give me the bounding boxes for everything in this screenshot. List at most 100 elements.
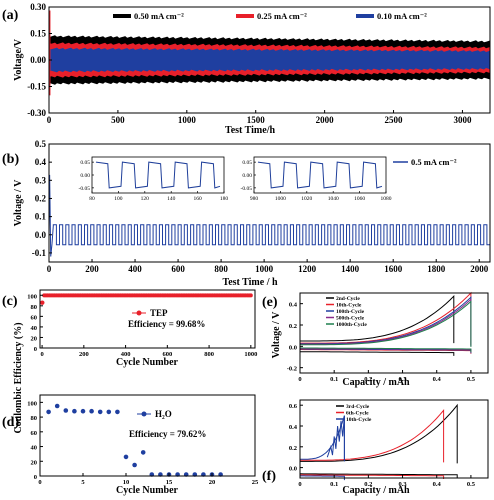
legend-label-1: 0.25 mA cm⁻² — [257, 11, 307, 21]
x-tick-label: 0.2 — [364, 481, 372, 488]
y-tick-label: 100 — [27, 400, 37, 407]
y-tick-label: 0.0 — [289, 344, 297, 351]
y-tick-label: 0.2 — [289, 445, 297, 452]
x-tick-label: 25 — [252, 479, 259, 486]
y-tick-label: -0.1 — [32, 248, 47, 258]
data-point — [248, 293, 253, 298]
x-tick-label: 1000 — [255, 264, 274, 274]
charge-curve-1 — [300, 291, 472, 346]
x-tick-label: 1600 — [384, 264, 403, 274]
x-tick-label: 0 — [47, 115, 52, 125]
charge-curve-0 — [300, 294, 455, 344]
panel-b-xlabel: Test Time / h — [222, 277, 278, 288]
legend-label: TEP — [150, 308, 168, 318]
data-point — [72, 408, 77, 414]
x-tick-label: 600 — [162, 351, 172, 358]
panel-b-frame — [48, 143, 491, 263]
charge-curve-0 — [300, 403, 458, 464]
y-tick-label: 0 — [34, 346, 37, 353]
charge-curve-4 — [300, 300, 472, 347]
y-tick-label: 0.0 — [35, 230, 47, 240]
y-tick-label: 0.30 — [30, 2, 46, 12]
inset-x-tick-label: 100 — [114, 196, 123, 202]
y-tick-label: 0.5 — [35, 139, 47, 149]
y-tick-label: 40 — [31, 445, 38, 452]
legend-label-1: 10th-Cycle — [336, 303, 362, 309]
data-point — [123, 454, 129, 460]
y-tick-label: 0.3 — [35, 175, 47, 185]
y-tick-label: 0.1 — [35, 212, 47, 222]
discharge-curve-0 — [300, 351, 455, 356]
y-tick-label: 0.2 — [289, 323, 297, 330]
panel-e-frame — [299, 292, 489, 374]
legend-label-0: 2nd-Cycle — [336, 296, 360, 302]
panel-a-chart: 0 500 1000 1500 2000 2500 3000 -0.30 -0.15 0.00 0.… — [13, 2, 491, 136]
series-line — [49, 174, 490, 257]
x-tick-label: 15 — [166, 479, 173, 486]
x-tick-label: 1500 — [247, 115, 266, 125]
data-point — [132, 462, 137, 468]
x-tick-label: 0.2 — [364, 376, 372, 383]
x-tick-label: 0.1 — [330, 376, 338, 383]
panel-label-a: (a) — [2, 8, 19, 23]
x-tick-label: 2000 — [470, 264, 489, 274]
y-tick-label: 80 — [31, 304, 38, 311]
inset-y-tick-label: 0.05 — [80, 160, 90, 166]
data-point — [46, 409, 51, 415]
inset-1: 80 100 120 140 160 180 -0.05 0.00 0.05 — [79, 156, 229, 202]
spiky-charge-curve — [326, 415, 345, 460]
inset-y-tick-label: 0.05 — [242, 160, 252, 166]
y-tick-label: 0.6 — [289, 403, 298, 410]
data-point — [54, 403, 60, 409]
x-tick-label: 600 — [171, 264, 185, 274]
y-tick-label: 20 — [31, 459, 38, 466]
panel-f-chart: 0 0.1 0.2 0.3 0.4 0.5 0.0 0.2 0.4 0.6 Capacity / … — [289, 399, 489, 496]
panel-b-chart: 0 200 400 600 800 1000 1200 1400 1600 1800 2000 -0.… — [13, 139, 491, 288]
x-tick-label: 0.1 — [330, 481, 338, 488]
inset-x-tick-label: 80 — [89, 196, 95, 202]
x-tick-label: 1000 — [178, 115, 197, 125]
y-tick-label: 0.4 — [289, 424, 298, 431]
x-tick-label: 0.5 — [467, 376, 476, 383]
inset-y-tick-label: -0.05 — [241, 186, 253, 192]
panel-a-ylabel: Voltage/V — [13, 38, 24, 81]
panel-label-c: (c) — [2, 294, 18, 309]
legend-label-0: 0.50 mA cm⁻² — [134, 11, 184, 21]
y-tick-label: 60 — [31, 430, 38, 437]
legend-label-4: 1000th-Cycle — [336, 322, 367, 328]
panel-label-e: (e) — [262, 295, 278, 310]
legend-label-1: 6th-Cycle — [346, 411, 369, 417]
legend-label: H₂O — [155, 409, 172, 419]
panel-f-frame — [299, 399, 489, 479]
y-tick-label: 0.4 — [289, 302, 298, 309]
x-tick-label: 0 — [47, 264, 52, 274]
x-tick-label: 0.4 — [433, 481, 442, 488]
y-tick-label: -0.15 — [27, 82, 46, 92]
panel-d-xlabel: Cycle Number — [116, 485, 178, 496]
x-tick-label: 2000 — [316, 115, 335, 125]
legend-label-2: 0.10 mA cm⁻² — [377, 11, 427, 21]
inset-x-tick-label: 160 — [193, 196, 202, 202]
x-tick-label: 1000 — [244, 351, 257, 358]
charge-curve-1 — [300, 409, 445, 463]
y-tick-label: 0 — [34, 474, 37, 481]
y-tick-label: 20 — [31, 335, 38, 342]
y-tick-label: 0.0 — [289, 466, 297, 473]
y-tick-label: 40 — [31, 325, 38, 332]
y-tick-label: -0.2 — [287, 366, 297, 373]
discharge-curve-2 — [300, 475, 345, 481]
y-tick-label: -0.30 — [27, 108, 46, 118]
x-tick-label: 200 — [79, 351, 89, 358]
y-tick-label: 0.15 — [30, 29, 46, 39]
x-tick-label: 0 — [38, 479, 41, 486]
discharge-curve-0 — [299, 473, 458, 478]
x-tick-label: 0 — [298, 376, 301, 383]
legend-label-2: 100th-Cycle — [336, 309, 365, 315]
inset-x-tick-label: 1020 — [301, 196, 312, 202]
inset-x-tick-label: 180 — [220, 196, 229, 202]
x-tick-label: 3000 — [453, 115, 472, 125]
inset-2: 980 1000 1020 1040 1060 1080 -0.05 0.00 0.05 — [241, 156, 392, 202]
inset-x-tick-label: 1000 — [275, 196, 286, 202]
